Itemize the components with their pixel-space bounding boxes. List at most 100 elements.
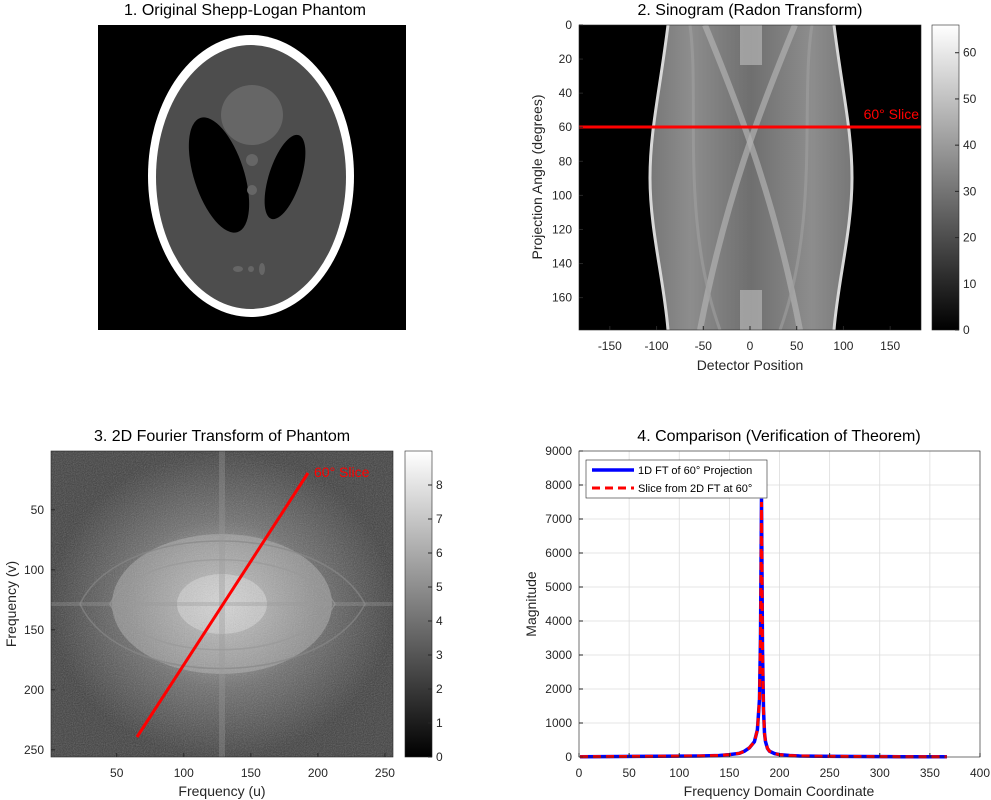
sinogram-xtick-label: 150 [880,339,900,353]
fft-xtick-label: 100 [174,766,194,780]
comparison-ytick-label: 2000 [545,682,572,696]
fft-cbar-label: 3 [436,648,443,662]
fft-ytick-label: 200 [24,683,44,697]
comparison-ytick-label: 5000 [545,580,572,594]
fft-colorbar [404,450,433,758]
fft-ring-2 [109,559,336,651]
sinogram-cbar-label: 10 [963,277,977,291]
sinogram-ytick-label: 0 [565,18,572,32]
sinogram-ylabel: Projection Angle (degrees) [529,95,545,260]
sinogram-ytick-label: 60 [559,120,573,134]
sinogram-trace-3 [688,25,722,330]
comparison-xtick-label: 200 [769,766,789,780]
sinogram-ytick-label: 40 [559,86,573,100]
fft-cbar-label: 0 [436,750,443,764]
sinogram-ytick-label: 100 [552,188,572,202]
sinogram-xtick-label: -100 [645,339,669,353]
comparison-xtick-label: 50 [622,766,636,780]
comparison-xtick-label: 300 [870,766,890,780]
sinogram-xtick-label: 50 [790,339,804,353]
comparison-xlabel: Frequency Domain Coordinate [684,783,875,799]
comparison-ytick-label: 7000 [545,512,572,526]
fft-cbar-label: 7 [436,512,443,526]
fft-ytick-label: 150 [24,623,44,637]
phantom-left-ellipse [188,117,250,233]
legend-box [585,459,768,499]
sinogram-xticks: -150 -100 -50 0 50 100 150 [598,326,900,353]
sinogram-cbar-label: 30 [963,184,977,198]
sinogram-ytick-label: 20 [559,52,573,66]
sinogram-ytick-label: 140 [552,257,572,271]
fft-ring-1 [79,540,366,670]
comparison-ytick-label: 3000 [545,648,572,662]
sinogram-xtick-label: 0 [747,339,754,353]
panel-comparison: 4. Comparison (Verification of Theorem) … [523,428,990,799]
comparison-xticks: 0 50 100 150 200 250 300 350 400 [576,753,990,780]
fft-ytick-label: 100 [24,563,44,577]
sinogram-cbar-label: 50 [963,92,977,106]
sinogram-colorbar [931,24,960,331]
fft-ytick-label: 50 [31,503,45,517]
comparison-ytick-label: 6000 [545,546,572,560]
fft-cbar-label: 2 [436,682,443,696]
phantom-dot-3 [259,263,265,275]
comparison-xtick-label: 350 [920,766,940,780]
sinogram-cbar-label: 60 [963,46,977,60]
legend-label-2: Slice from 2D FT at 60° [638,483,752,495]
sinogram-trace-2 [697,25,798,330]
phantom-small-circle-2 [247,185,257,195]
sinogram-edge-right [832,25,854,330]
comparison-yticks: 0 1000 2000 3000 4000 5000 6000 7000 8000 9000 [545,444,583,764]
fft-xtick-label: 50 [110,766,124,780]
sinogram-xlabel: Detector Position [697,357,804,373]
sinogram-trace-4 [778,25,814,330]
fft-xtick-label: 250 [375,766,395,780]
sinogram-cbar-label: 20 [963,231,977,245]
phantom-top-ellipse [221,85,283,145]
sinogram-ytick-label: 80 [559,154,573,168]
sinogram-image [648,25,854,330]
sinogram-bottom-band [740,290,762,330]
panel4-title: 4. Comparison (Verification of Theorem) [637,428,920,445]
comparison-ytick-label: 8000 [545,478,572,492]
comparison-ylabel: Magnitude [523,571,539,637]
comparison-legend[interactable]: 1D FT of 60° Projection Slice from 2D FT… [585,459,768,499]
sinogram-ytick-label: 120 [552,222,572,236]
sinogram-colorbar-ticks: 0 10 20 30 40 50 60 [955,46,977,337]
comparison-ytick-label: 1000 [545,716,572,730]
phantom-small-circle-1 [246,154,258,166]
phantom-right-ellipse [264,134,306,220]
sinogram-yticks: 0 20 40 60 80 100 120 140 160 [552,18,583,305]
panel2-title: 2. Sinogram (Radon Transform) [638,2,863,19]
sinogram-xtick-label: 100 [833,339,853,353]
fft-xlabel: Frequency (u) [178,783,265,799]
sinogram-xtick-label: -150 [598,339,622,353]
fft-60deg-line [135,472,310,738]
comparison-xtick-label: 400 [970,766,990,780]
sinogram-edge-left [648,25,670,330]
sinogram-trace-1 [702,25,803,330]
comparison-ytick-label: 4000 [545,614,572,628]
fft-xtick-label: 200 [308,766,328,780]
fft-cbar-label: 5 [436,580,443,594]
fft-colorbar-ticks: 0 1 2 3 4 5 6 7 8 [428,478,443,764]
sinogram-body [650,25,852,330]
sinogram-top-band [740,25,762,65]
phantom-dot-1 [233,266,243,272]
comparison-xtick-label: 100 [669,766,689,780]
fft-ytick-label: 250 [24,743,44,757]
fft-cbar-label: 4 [436,614,443,628]
sinogram-cbar-label: 0 [963,323,970,337]
panel3-title: 3. 2D Fourier Transform of Phantom [94,428,350,445]
sinogram-xtick-label: -50 [695,339,713,353]
fft-xticks: 50 100 150 200 250 [110,753,395,780]
fft-cbar-label: 6 [436,546,443,560]
sinogram-cbar-label: 40 [963,138,977,152]
comparison-xtick-label: 150 [719,766,739,780]
series-2d-slice-line [579,501,947,759]
phantom-dot-2 [248,266,254,272]
panel-sinogram: 2. Sinogram (Radon Transform) 60° Slice … [529,2,977,373]
sinogram-annotation: 60° Slice [864,106,920,122]
comparison-ytick-label: 0 [565,750,572,764]
